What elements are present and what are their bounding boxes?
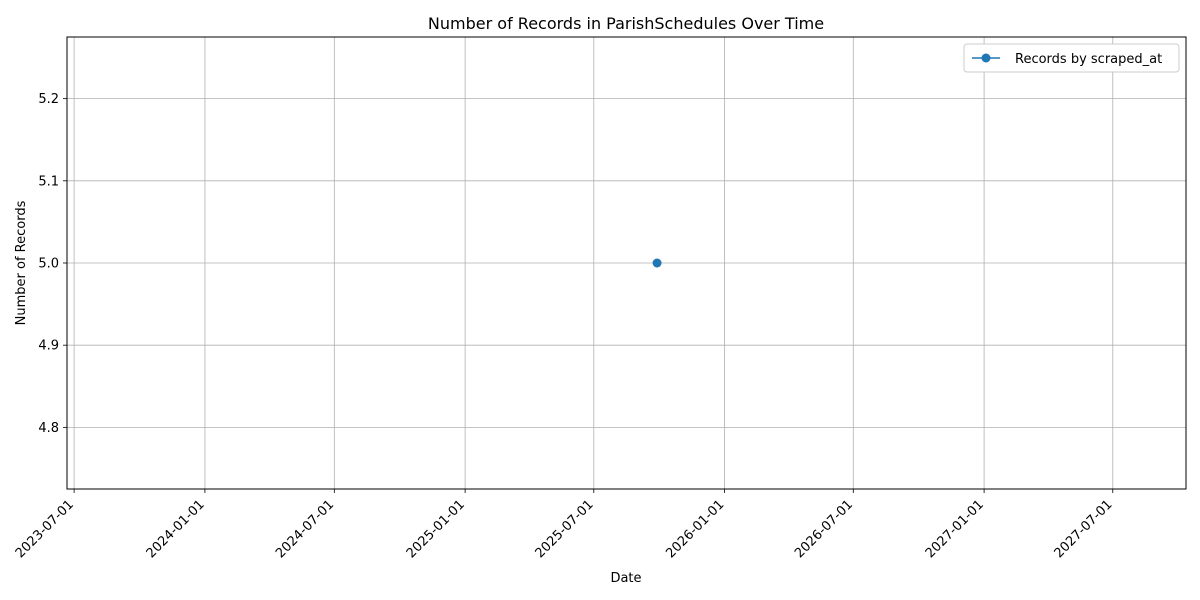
- legend-box: [963, 43, 1180, 73]
- y-axis-ticks: 4.8 4.9 5.0 5.1 5.2: [38, 92, 67, 436]
- legend: Records by scraped_at: [963, 43, 1180, 73]
- y-tick-label: 4.8: [38, 421, 59, 436]
- plot-series: [652, 258, 662, 268]
- y-tick-label: 5.1: [38, 174, 59, 189]
- x-axis-label: Date: [610, 571, 641, 586]
- data-point: [652, 258, 662, 268]
- y-axis-label: Number of Records: [14, 200, 29, 325]
- legend-entry-label: Records by scraped_at: [1015, 52, 1162, 67]
- y-tick-label: 5.2: [38, 92, 59, 107]
- y-tick-label: 5.0: [38, 257, 59, 272]
- legend-marker: [981, 53, 991, 63]
- chart-title: Number of Records in ParishSchedules Ove…: [428, 14, 824, 33]
- y-tick-label: 4.9: [38, 339, 59, 354]
- gridlines: [67, 37, 1186, 489]
